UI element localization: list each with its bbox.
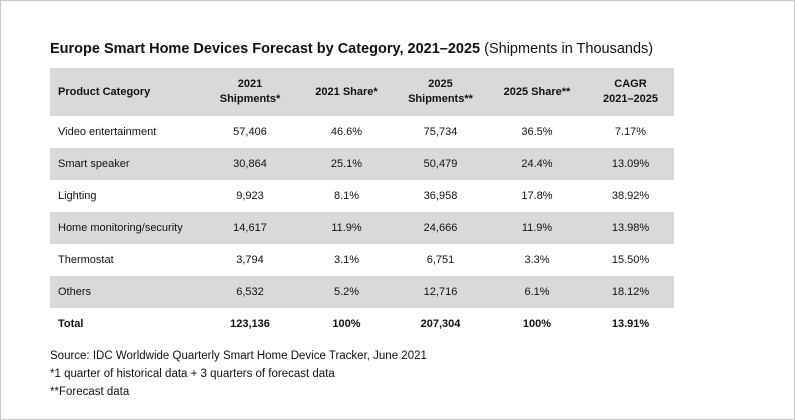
share-2021-cell: 5.2%	[299, 276, 394, 308]
total-row: Total 123,136 100% 207,304 100% 13.91%	[50, 308, 674, 340]
header-2021-shipments: 2021 Shipments*	[201, 68, 299, 116]
header-product-category: Product Category	[50, 68, 201, 116]
header-row: Product Category 2021 Shipments* 2021 Sha…	[50, 68, 674, 116]
total-share-2025: 100%	[522, 318, 552, 330]
category-cell: Lighting	[58, 190, 97, 202]
total-share-2021: 100%	[332, 318, 361, 330]
header-cagr: CAGR 2021–2025	[587, 68, 674, 116]
cagr-cell: 15.50%	[611, 254, 650, 266]
cagr-cell: 13.98%	[587, 212, 674, 244]
header-line: Shipments*	[219, 93, 281, 105]
source-note: Source: IDC Worldwide Quarterly Smart Ho…	[50, 350, 427, 362]
share-2025-cell: 24.4%	[487, 148, 587, 180]
footnotes: Source: IDC Worldwide Quarterly Smart Ho…	[50, 347, 427, 401]
category-cell: Smart speaker	[50, 148, 201, 180]
share-2025-cell: 36.5%	[521, 126, 553, 138]
shipments-2025-cell: 36,958	[423, 190, 458, 202]
forecast-data-note: **Forecast data	[50, 386, 130, 398]
share-2021-cell: 46.6%	[330, 126, 363, 138]
shipments-2025-cell: 6,751	[426, 254, 455, 266]
header-line: CAGR	[614, 78, 647, 90]
header-line: 2025	[428, 78, 453, 90]
table-title: Europe Smart Home Devices Forecast by Ca…	[50, 41, 740, 57]
table-row: Thermostat 3,794 3.1% 6,751 3.3% 15.50%	[50, 244, 674, 276]
total-cagr: 13.91%	[611, 318, 650, 330]
shipments-2025-cell: 12,716	[394, 276, 487, 308]
share-2021-cell: 25.1%	[299, 148, 394, 180]
total-shipments-2025: 207,304	[420, 318, 461, 330]
table-row: Others 6,532 5.2% 12,716 6.1% 18.12%	[50, 276, 674, 308]
header-line: Product Category	[58, 85, 151, 98]
header-2021-share: 2021 Share*	[299, 68, 394, 116]
share-2025-cell: 17.8%	[521, 190, 553, 202]
shipments-2025-cell: 50,479	[394, 148, 487, 180]
cagr-cell: 7.17%	[614, 126, 647, 138]
cagr-cell: 13.09%	[587, 148, 674, 180]
header-line: 2021	[237, 78, 263, 90]
share-2021-cell: 8.1%	[333, 190, 360, 202]
header-line: 2021–2025	[602, 93, 659, 105]
forecast-table: Product Category 2021 Shipments* 2021 Sha…	[50, 68, 674, 340]
title-text: Europe Smart Home Devices Forecast by Ca…	[50, 41, 481, 57]
share-2021-cell: 11.9%	[299, 212, 394, 244]
historical-data-note: *1 quarter of historical data + 3 quarte…	[50, 368, 335, 380]
category-cell: Thermostat	[58, 254, 114, 266]
category-cell: Others	[50, 276, 201, 308]
header-2025-share: 2025 Share**	[487, 68, 587, 116]
category-cell: Home monitoring/security	[50, 212, 201, 244]
header-line: Shipments**	[408, 93, 473, 105]
title-units: (Shipments in Thousands)	[484, 41, 654, 57]
shipments-2021-cell: 30,864	[201, 148, 299, 180]
shipments-2025-cell: 24,666	[394, 212, 487, 244]
cagr-cell: 18.12%	[587, 276, 674, 308]
header-line: 2025 Share**	[503, 85, 571, 98]
share-2025-cell: 6.1%	[487, 276, 587, 308]
table-row: Lighting 9,923 8.1% 36,958 17.8% 38.92%	[50, 180, 674, 212]
header-line: 2021 Share*	[315, 85, 378, 98]
shipments-2021-cell: 3,794	[236, 254, 264, 266]
shipments-2025-cell: 75,734	[423, 126, 458, 138]
shipments-2021-cell: 6,532	[201, 276, 299, 308]
share-2025-cell: 11.9%	[487, 212, 587, 244]
cagr-cell: 38.92%	[611, 190, 650, 202]
share-2021-cell: 3.1%	[333, 254, 360, 266]
total-shipments-2021: 123,136	[230, 318, 270, 330]
table-row: Video entertainment 57,406 46.6% 75,734 …	[50, 116, 674, 148]
category-cell: Video entertainment	[58, 126, 157, 138]
shipments-2021-cell: 57,406	[233, 126, 267, 138]
total-label: Total	[58, 318, 84, 330]
header-2025-shipments: 2025 Shipments**	[394, 68, 487, 116]
shipments-2021-cell: 14,617	[201, 212, 299, 244]
shipments-2021-cell: 9,923	[236, 190, 264, 202]
table-row: Home monitoring/security 14,617 11.9% 24…	[50, 212, 674, 244]
table-row: Smart speaker 30,864 25.1% 50,479 24.4% …	[50, 148, 674, 180]
share-2025-cell: 3.3%	[524, 254, 550, 266]
